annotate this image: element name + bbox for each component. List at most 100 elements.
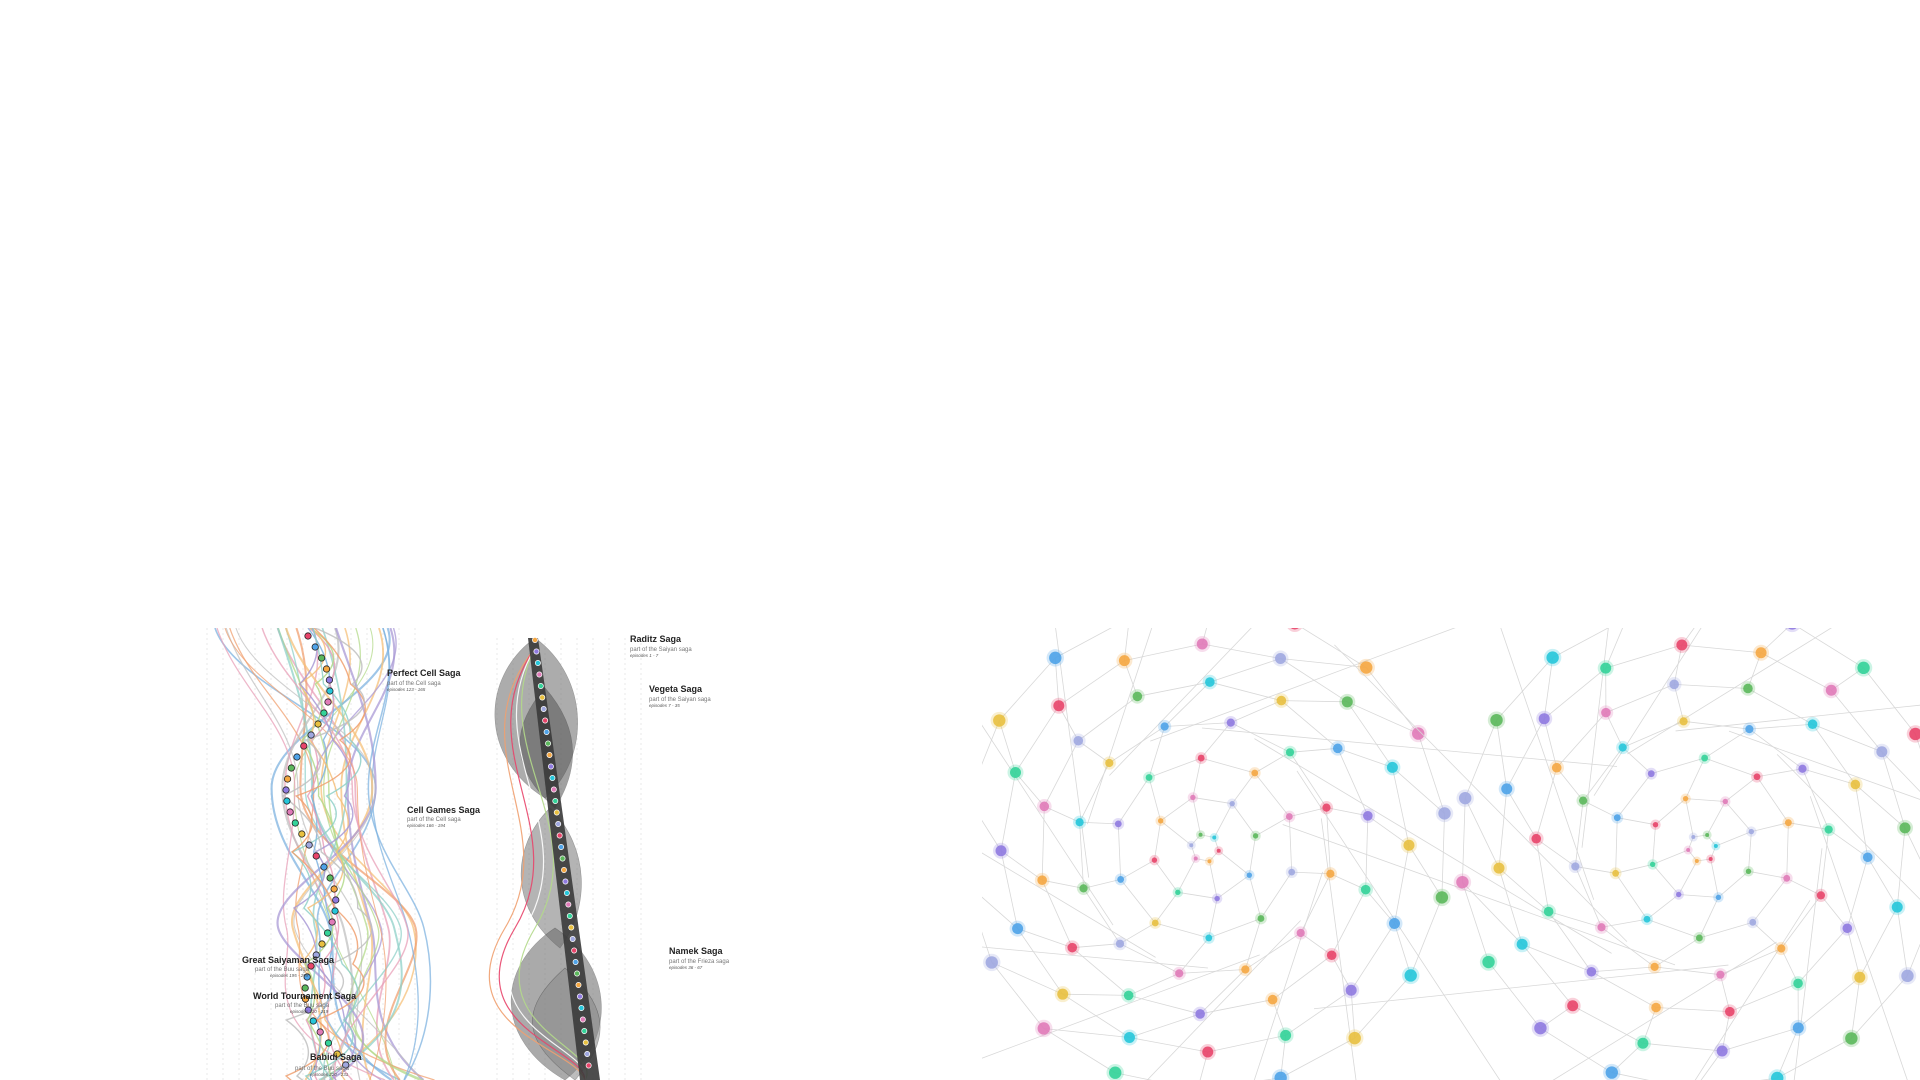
web-line [1574, 800, 1584, 867]
web-line [1896, 827, 1906, 908]
web-line [991, 962, 1045, 1029]
web-line [1119, 943, 1180, 974]
network-node [1493, 862, 1505, 874]
web-line [1255, 816, 1290, 837]
episode-node [314, 720, 322, 728]
network-node [1543, 906, 1554, 917]
web-line [1146, 920, 1301, 1080]
web-line [1776, 1027, 1799, 1079]
network-node [1713, 843, 1718, 848]
network-node [1745, 724, 1754, 734]
web-line [1556, 767, 1584, 801]
episode-node [307, 731, 315, 739]
web-line [1540, 1027, 1612, 1073]
character-line [508, 647, 586, 1080]
network-node [1743, 683, 1753, 694]
character-line [276, 628, 395, 1080]
saga-part: part of the Saiyan saga [649, 697, 711, 703]
web-line [1200, 722, 1232, 759]
network-node [1123, 1032, 1135, 1044]
web-line [1078, 740, 1110, 764]
episode-node [312, 951, 320, 959]
saga-part: part of the Buu saga [295, 1066, 350, 1072]
saga-label-vegeta: Vegeta Saga part of the Saiyan saga epis… [649, 684, 711, 708]
web-line [1289, 747, 1338, 753]
episode-node [550, 786, 557, 793]
web-line [1160, 820, 1192, 846]
web-line [1543, 657, 1554, 719]
network-node [1669, 679, 1679, 690]
web-line [1681, 628, 1695, 646]
web-line [1488, 961, 1541, 1029]
web-line [1120, 879, 1156, 924]
web-line [1042, 879, 1084, 889]
web-line [1615, 864, 1653, 874]
network-node [1490, 713, 1503, 727]
web-line [1087, 628, 1153, 825]
web-line [1652, 849, 1689, 865]
character-line [276, 628, 403, 1080]
web-line [1337, 747, 1393, 768]
web-line [1863, 667, 1916, 735]
web-line [1072, 943, 1121, 949]
web-line [1109, 628, 1252, 776]
web-line [1365, 667, 1419, 734]
saga-episodes: episodes 210 - 219 [290, 1009, 329, 1014]
network-node [1652, 822, 1659, 828]
web-line [1522, 943, 1592, 973]
network-node [1649, 861, 1656, 868]
network-node [1157, 818, 1164, 824]
character-line [235, 628, 422, 1080]
web-line [1334, 644, 1628, 942]
saga-episodes: episodes 7 - 35 [649, 703, 680, 708]
network-node [1601, 707, 1611, 718]
saga-part: part of the Saiyan saga [630, 647, 692, 653]
episode-node [569, 936, 576, 942]
network-node [1073, 735, 1084, 746]
network-node [993, 714, 1006, 727]
network-node [1777, 944, 1786, 953]
web-line [1148, 726, 1166, 778]
web-line [1248, 835, 1256, 876]
network-node [1360, 661, 1373, 674]
web-line [1000, 850, 1018, 929]
web-line [1190, 834, 1201, 846]
web-line [1129, 1013, 1201, 1038]
saga-episodes: episodes 166 - 194 [407, 823, 446, 828]
network-node [1551, 762, 1562, 773]
network-node-halo [1287, 628, 1303, 632]
network-node [1824, 825, 1833, 834]
web-line [1496, 657, 1553, 721]
web-line [1289, 752, 1327, 808]
web-line [1179, 969, 1246, 974]
web-line [1124, 660, 1138, 697]
network-node [1715, 894, 1722, 901]
network-node [1196, 638, 1208, 650]
web-line [1706, 801, 1726, 836]
saga-episodes: episodes 1 - 7 [630, 653, 659, 658]
network-node [1725, 1006, 1735, 1017]
web-line [1572, 1005, 1644, 1044]
web-line [1043, 1028, 1116, 1074]
saga-label-world-tournament: World Tournament Saga part of the Buu sa… [253, 991, 357, 1014]
web-line [1350, 923, 1395, 991]
web-line [1462, 881, 1523, 945]
web-line [1681, 644, 1762, 654]
network-node [1190, 794, 1196, 801]
web-line [1642, 1007, 1657, 1044]
web-line [1115, 1072, 1153, 1080]
episode-node [532, 637, 538, 643]
episode-node [326, 687, 334, 695]
saga-label-babidi: Babidi Saga part of the Buu saga episode… [295, 1052, 363, 1077]
network-node [1117, 876, 1125, 883]
character-line [270, 628, 392, 1080]
web-line [1272, 954, 1332, 1000]
episode-node [320, 863, 328, 871]
network-node [1009, 766, 1021, 778]
radial-web-left [982, 628, 1618, 1080]
web-line [1350, 990, 1356, 1039]
episode-node [304, 1006, 312, 1014]
saga-ribbons [488, 637, 602, 1080]
web-line [1552, 941, 1777, 1080]
network-node [1643, 915, 1651, 923]
